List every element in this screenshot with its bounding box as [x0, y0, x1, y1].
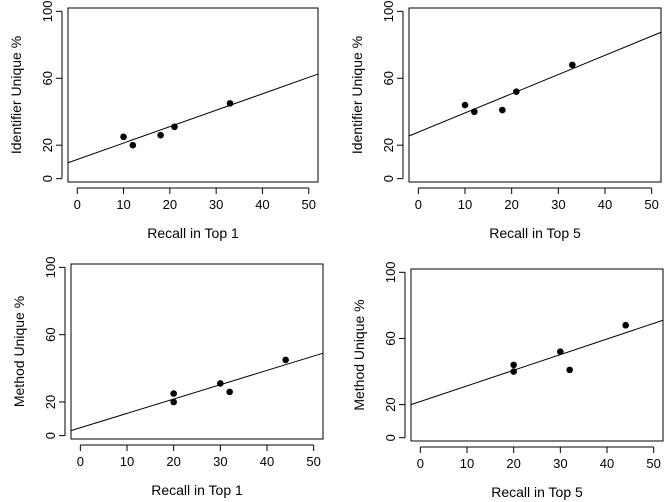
data-point: [510, 361, 517, 369]
x-axis-label: Recall in Top 1: [151, 482, 243, 498]
y-tick-label: 20: [383, 397, 398, 411]
x-tick-label: 20: [166, 454, 180, 469]
x-tick-label: 0: [417, 456, 424, 471]
x-tick-label: 0: [415, 197, 422, 212]
y-tick-label: 100: [381, 0, 396, 22]
y-tick-label: 0: [381, 175, 396, 182]
y-tick-label: 60: [383, 331, 398, 345]
y-tick-label: 20: [43, 395, 58, 409]
data-point: [120, 133, 127, 141]
data-point: [499, 106, 506, 114]
data-point: [157, 131, 164, 139]
x-tick-label: 10: [460, 456, 474, 471]
y-axis-label: Method Unique %: [351, 299, 367, 410]
plot-frame: [67, 7, 319, 183]
data-point: [171, 123, 178, 131]
x-tick-label: 10: [116, 197, 130, 212]
plot-frame: [408, 7, 662, 183]
data-point: [217, 380, 224, 387]
data-point: [510, 368, 517, 375]
y-tick-label: 0: [383, 434, 398, 441]
data-point: [282, 356, 289, 364]
plot-frame: [410, 268, 664, 442]
fit-line: [70, 352, 324, 432]
x-tick-label: 30: [553, 456, 567, 471]
x-tick-label: 20: [504, 197, 518, 212]
x-tick-label: 20: [506, 456, 520, 471]
panel-3: 0 10 20 30 40 50 Recall in Top 1 0 20 60 100 Method…: [11, 257, 324, 498]
x-tick-label: 10: [458, 197, 472, 212]
data-point: [170, 398, 177, 406]
x-axis-label: Recall in Top 5: [491, 484, 583, 500]
panel-4: 0 10 20 30 40 50 Recall in Top 5 0 20 60 100 Method…: [351, 261, 664, 500]
plot-frame: [70, 263, 324, 440]
data-point: [569, 61, 576, 69]
x-tick-label: 40: [598, 197, 612, 212]
x-tick-label: 50: [644, 197, 658, 212]
x-tick-label: 20: [163, 197, 177, 212]
data-point: [513, 88, 520, 95]
data-point: [129, 141, 137, 149]
x-tick-label: 40: [255, 197, 269, 212]
y-tick-label: 100: [43, 257, 58, 279]
panel-1: 0 10 20 30 40 50 Recall in Top 1 0 20 60 100 Identi…: [8, 0, 319, 241]
panel-2: 0 10 20 30 40 50 Recall in Top 5 0 20 60 100 Identi…: [349, 0, 662, 241]
x-tick-label: 30: [209, 197, 223, 212]
y-tick-label: 100: [383, 261, 398, 283]
y-tick-label: 100: [40, 0, 55, 22]
y-tick-label: 0: [40, 175, 55, 182]
x-tick-label: 0: [77, 454, 84, 469]
y-tick-label: 60: [381, 71, 396, 85]
data-point: [226, 388, 233, 396]
x-tick-label: 40: [600, 456, 614, 471]
data-point: [461, 101, 469, 109]
data-point: [226, 100, 234, 107]
y-tick-label: 60: [43, 327, 58, 341]
x-axis-label: Recall in Top 5: [489, 225, 581, 241]
x-tick-label: 50: [306, 454, 320, 469]
data-point: [170, 390, 177, 397]
x-tick-label: 30: [551, 197, 565, 212]
y-axis-label: Identifier Unique %: [349, 36, 365, 154]
data-point: [557, 348, 564, 355]
x-tick-label: 40: [260, 454, 274, 469]
y-axis-label: Identifier Unique %: [8, 36, 24, 154]
y-tick-label: 20: [381, 138, 396, 152]
data-point: [471, 108, 478, 116]
y-axis-label: Method Unique %: [11, 296, 27, 407]
x-tick-label: 10: [120, 454, 134, 469]
x-tick-label: 50: [302, 197, 316, 212]
x-tick-label: 50: [646, 456, 660, 471]
data-point: [566, 366, 573, 374]
fit-line: [67, 73, 319, 164]
x-tick-label: 0: [74, 197, 81, 212]
x-tick-label: 30: [213, 454, 227, 469]
x-axis-label: Recall in Top 1: [147, 225, 239, 241]
y-tick-label: 60: [40, 71, 55, 85]
data-point: [622, 321, 629, 329]
y-tick-label: 20: [40, 138, 55, 152]
y-tick-label: 0: [43, 432, 58, 439]
fit-line: [410, 319, 664, 406]
fit-line: [408, 31, 662, 137]
